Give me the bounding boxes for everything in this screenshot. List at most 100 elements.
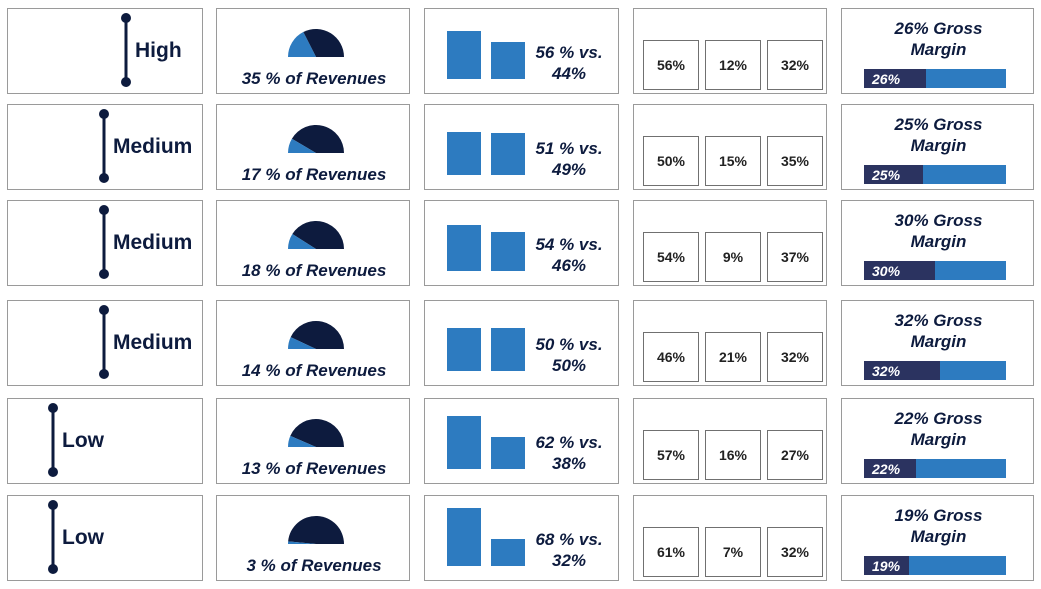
comparison-cell: 62 % vs. 38% [424,398,619,484]
split-box-1: 50% [643,136,699,186]
margin-bar-track: 19% [864,556,1006,575]
revenue-gauge [288,221,344,249]
comparison-line-2: 44% [551,64,587,83]
level-indicator [99,109,109,183]
comparison-label: 56 % vs. 44% [529,42,609,84]
level-cell: Medium [7,104,203,190]
margin-title: 22% Gross Margin [842,408,1035,450]
comparison-line-1: 68 % vs. [535,530,603,549]
comparison-bar-second [491,133,525,175]
margin-title-line-2: Margin [910,527,967,546]
level-dot [99,269,109,279]
margin-cell: 26% Gross Margin 26% [841,8,1034,94]
comparison-label: 51 % vs. 49% [529,138,609,180]
split-box-2: 16% [705,430,761,480]
revenue-rest-slice [303,28,344,57]
comparison-cell: 68 % vs. 32% [424,495,619,581]
revenue-cell: 18 % of Revenues [216,200,410,286]
margin-cell: 32% Gross Margin 32% [841,300,1034,386]
split-cell: 61% 7% 32% [633,495,827,581]
margin-bar-track: 25% [864,165,1006,184]
level-dot [121,13,131,23]
comparison-bar-second [491,539,525,566]
comparison-cell: 50 % vs. 50% [424,300,619,386]
split-box-1: 54% [643,232,699,282]
comparison-line-2: 38% [551,454,587,473]
revenue-gauge [288,320,344,349]
level-dot [99,173,109,183]
level-dot [48,500,58,510]
margin-bar-track: 26% [864,69,1006,88]
level-dot [121,77,131,87]
split-cell: 56% 12% 32% [633,8,827,94]
revenue-label: 17 % of Revenues [241,165,387,184]
level-indicator [121,13,131,87]
split-box-1: 46% [643,332,699,382]
margin-title-line-1: 30% Gross [894,211,983,230]
comparison-label: 50 % vs. 50% [529,334,609,376]
margin-bar-label: 26% [872,71,901,87]
revenue-rest-slice [288,515,345,544]
level-indicator [48,500,58,574]
split-box-2: 12% [705,40,761,90]
comparison-bar-second [491,42,525,79]
margin-title: 26% Gross Margin [842,18,1035,60]
level-label: Low [62,429,104,452]
split-box-3: 35% [767,136,823,186]
revenue-share-slice [288,138,316,153]
margin-bar-label: 25% [872,167,901,183]
level-label: Medium [113,331,193,354]
revenue-cell: 17 % of Revenues [216,104,410,190]
margin-title: 30% Gross Margin [842,210,1035,252]
margin-cell: 22% Gross Margin 22% [841,398,1034,484]
revenue-cell: 3 % of Revenues [216,495,410,581]
comparison-label: 54 % vs. 46% [529,234,609,276]
comparison-bar-first [447,225,481,271]
comparison-line-1: 62 % vs. [535,433,603,452]
margin-title-line-2: Margin [910,40,967,59]
split-box-1: 61% [643,527,699,577]
margin-bar-fill [864,165,923,184]
margin-bar-fill [864,556,909,575]
split-cell: 46% 21% 32% [633,300,827,386]
margin-title: 32% Gross Margin [842,310,1035,352]
margin-bar-fill [864,361,940,380]
margin-bar-fill [864,261,935,280]
split-box-3: 27% [767,430,823,480]
revenue-cell: 13 % of Revenues [216,398,410,484]
margin-title-line-1: 22% Gross [894,409,983,428]
revenue-share-slice [288,32,316,57]
revenue-label: 35 % of Revenues [241,69,387,88]
level-cell: High [7,8,203,94]
comparison-line-1: 54 % vs. [535,235,603,254]
comparison-label: 68 % vs. 32% [529,529,609,571]
split-box-3: 32% [767,332,823,382]
margin-bar-track: 32% [864,361,1006,380]
margin-bar-label: 30% [872,263,901,279]
comparison-line-2: 46% [551,256,587,275]
margin-bar-fill [864,69,926,88]
comparison-line-2: 32% [551,551,587,570]
level-label: Medium [113,135,193,158]
revenue-label: 14 % of Revenues [241,361,387,380]
split-box-3: 37% [767,232,823,282]
revenue-gauge [288,418,344,447]
split-box-1: 57% [643,430,699,480]
revenue-share-slice [287,541,316,544]
revenue-cell: 14 % of Revenues [216,300,410,386]
revenue-rest-slice [290,320,344,349]
margin-title-line-2: Margin [910,332,967,351]
margin-bar-label: 19% [872,558,901,574]
level-cell: Low [7,398,203,484]
margin-title-line-2: Margin [910,136,967,155]
margin-cell: 19% Gross Margin 19% [841,495,1034,581]
split-cell: 57% 16% 27% [633,398,827,484]
comparison-bar-second [491,328,525,371]
margin-bar-track: 30% [864,261,1006,280]
level-label: High [135,39,182,62]
level-dot [99,109,109,119]
level-cell: Medium [7,200,203,286]
comparison-line-1: 56 % vs. [535,43,603,62]
margin-title: 25% Gross Margin [842,114,1035,156]
